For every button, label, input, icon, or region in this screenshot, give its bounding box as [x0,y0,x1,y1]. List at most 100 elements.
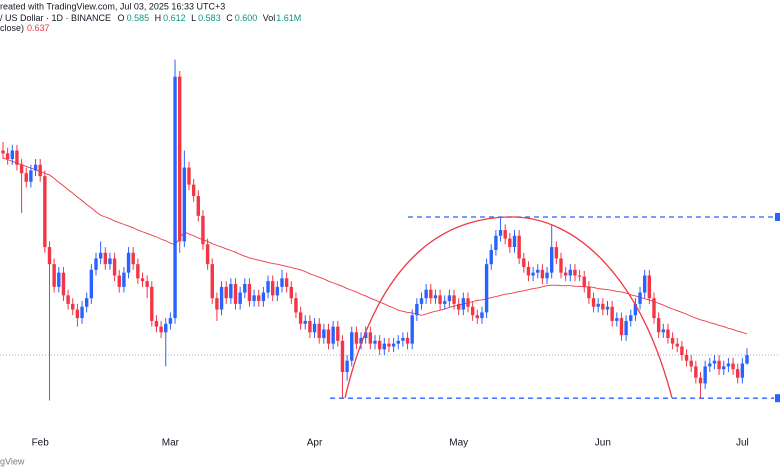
candle-body [98,252,103,259]
x-tick-label: Mar [162,438,180,449]
ma-legend: close) 0.637 [0,23,50,33]
candle-body [117,275,121,287]
x-tick-label: Jul [736,438,749,449]
candle-body [726,363,731,367]
candle-body [559,258,563,273]
candle-body [224,286,228,299]
candle-body [331,326,335,344]
candle-body [731,363,735,370]
watermark: gView [0,456,25,466]
candle-body [38,164,42,177]
x-tick-label: Jun [595,438,611,449]
candle-body [136,264,140,279]
candle-body [154,320,159,327]
candle-body [112,258,117,276]
candle-body [387,343,391,347]
candle-body [698,377,703,384]
candle-body [443,301,447,304]
ohlc-value: 0.585 [127,13,150,23]
candle-body [15,150,19,165]
candle-body [52,264,56,287]
candle-body [675,343,679,347]
candle-body [312,323,317,333]
candle-body [182,167,187,242]
candle-body [75,309,80,319]
candle-body [33,164,38,171]
candle-body [670,337,675,344]
ohlc-name: L [191,13,196,23]
candle-body [243,284,247,293]
candle-body [596,303,600,307]
cup-arc [344,216,673,399]
symbol: / US Dollar · 1D · BINANCE [0,13,111,23]
candle-body [201,215,205,245]
candle-body [326,329,331,344]
candle-body [410,315,414,344]
candle-body [19,164,24,174]
candle-body [503,230,507,239]
candle-body [373,340,377,344]
candle-body [350,332,354,361]
candle-body [126,252,131,273]
candle-body [354,332,359,344]
candle-body [340,340,345,373]
candle-body [643,275,647,293]
candle-body [461,298,466,310]
candle-body [377,340,382,350]
x-tick-label: Apr [307,438,323,449]
candle-body [624,320,628,336]
candle-body [289,286,293,299]
candle-body [512,235,517,248]
ohlc-name: O [118,13,125,23]
candle-body [168,318,173,324]
ohlc-value: 0.600 [235,13,258,23]
candle-body [103,252,107,265]
candle-body [745,355,749,364]
level-marker [775,394,780,403]
ma-value: 0.637 [27,23,50,33]
candle-body [66,295,70,304]
candle-body [466,298,470,307]
candle-body [322,329,326,338]
candle-body [308,320,312,333]
candle-body [573,269,577,276]
candle-body [317,323,321,338]
candle-body [145,281,149,287]
candle-body [140,278,145,282]
candle-body [517,235,521,259]
candle-body [257,295,261,302]
candle-body [475,315,479,319]
candle-body [303,320,307,324]
candle-body [382,343,386,350]
candle-body [275,286,280,296]
candle-body [536,269,540,273]
ma-line [2,157,748,335]
ohlc-name: C [226,13,233,23]
candle-body [601,303,605,310]
candle-body [545,272,549,279]
candle-body [219,286,224,310]
candle-body [703,366,707,384]
x-tick-label: May [449,438,468,449]
candle-body [210,264,214,299]
candle-body [247,284,252,302]
candle-body [80,306,84,319]
candle-body [205,244,210,265]
candle-body [252,295,256,302]
candle-body [736,369,740,378]
vol-name: Vol [263,13,276,23]
candle-body [419,298,424,304]
candle-body [633,303,638,316]
candle-body [187,167,191,185]
candle-body [582,276,586,287]
candle-body [345,360,349,373]
candle-body [494,235,498,250]
candle-body [587,286,591,299]
candle-body [266,281,270,293]
candle-body [638,292,642,304]
candle-body [196,195,200,216]
candle-body [689,360,693,367]
candle-body [652,298,656,319]
candle-body [554,247,559,259]
candle-body [233,284,238,304]
